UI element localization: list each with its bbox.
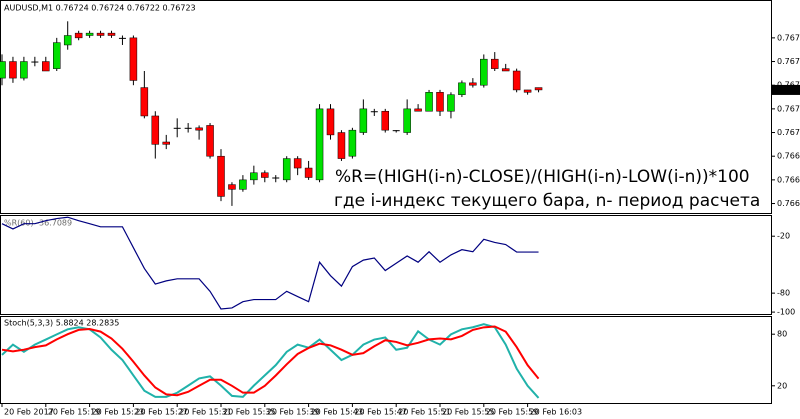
candle-body — [501, 68, 510, 72]
x-tick-label: 20 Feb 15:39 — [267, 408, 319, 417]
x-tick-label: 20 Feb 15:27 — [135, 408, 187, 417]
candle-body — [63, 35, 72, 46]
indicator-line — [1, 216, 539, 310]
chart-title: AUDUSD,M1 0.76724 0.76724 0.76722 0.7672… — [4, 4, 196, 13]
candle-body — [85, 32, 94, 36]
indicator-line — [1, 323, 540, 399]
candle-body — [414, 108, 422, 112]
candle-body — [9, 61, 17, 79]
x-tick-label: 20 Feb 15:51 — [398, 408, 450, 417]
candle-body — [447, 94, 455, 112]
candle-body — [217, 155, 225, 197]
candle-body — [512, 70, 521, 91]
candle-body — [129, 37, 138, 81]
candle-body — [107, 32, 116, 36]
y-tick-label: 0.76675 — [777, 199, 800, 208]
candle-body — [337, 132, 346, 159]
y-tick-label: 0.76715 — [777, 104, 800, 113]
candle-body — [31, 61, 39, 63]
x-tick-label: 20 Feb 15:19 — [48, 408, 100, 417]
x-tick-label: 20 Feb 15:47 — [354, 408, 406, 417]
candle-body — [392, 130, 400, 132]
candle-body — [0, 61, 6, 79]
candle-body — [293, 158, 302, 169]
x-tick-label: 20 Feb 15:31 — [179, 408, 231, 417]
candle-body — [96, 32, 105, 36]
candle-body — [195, 127, 203, 131]
candle-body — [480, 58, 488, 86]
panel-frame — [0, 215, 772, 315]
y-tick-label: 0.76735 — [777, 57, 800, 66]
candle-body — [173, 127, 181, 129]
candle-body — [458, 82, 466, 95]
x-tick-label: 20 Feb 15:35 — [223, 408, 275, 417]
candle-body — [74, 32, 83, 39]
y-tick-label: 80 — [777, 330, 787, 339]
candle-body — [42, 61, 50, 72]
candle-body — [370, 111, 378, 113]
candle-body — [118, 37, 126, 39]
candle-body — [20, 61, 28, 79]
y-tick-label: 20 — [777, 381, 787, 390]
candle-body — [162, 141, 170, 145]
candle-body — [359, 108, 368, 133]
candle-body — [425, 92, 433, 112]
candle-body — [53, 42, 61, 69]
candle-body — [261, 172, 269, 178]
y-tick-label: -20 — [777, 232, 790, 241]
candle-body — [315, 108, 324, 181]
y-tick-label: -100 — [777, 308, 795, 317]
candle-body — [304, 167, 313, 178]
annotation: %R=(HIGH(i-n)-CLOSE)/(HIGH(i-n)-LOW(i-n)… — [335, 167, 750, 187]
candle-body — [534, 87, 543, 91]
candle-body — [436, 92, 444, 112]
candle-body — [206, 125, 214, 157]
candle-body — [469, 82, 477, 86]
candle-body — [272, 177, 280, 179]
x-tick-label: 20 Feb 15:23 — [92, 408, 144, 417]
candle-body — [239, 179, 247, 190]
annotation: где i-индекс текущего бара, n- период ра… — [334, 191, 760, 211]
candle-body — [282, 158, 291, 181]
candle-body — [381, 110, 389, 131]
candle-body — [523, 89, 532, 93]
x-tick-label: 20 Feb 2017 — [4, 408, 54, 417]
candle-body — [250, 172, 258, 181]
x-tick-label: 20 Feb 15:59 — [486, 408, 538, 417]
candle-body — [491, 58, 499, 69]
candle-body — [140, 87, 149, 117]
candle-body — [151, 115, 160, 145]
price-label-box — [772, 84, 800, 95]
panel-frame — [0, 316, 772, 404]
y-tick-label: 0.76705 — [777, 128, 800, 137]
candle-body — [228, 184, 236, 190]
candle-body — [326, 108, 335, 136]
y-tick-label: -80 — [777, 289, 790, 298]
x-tick-label: 20 Feb 15:43 — [311, 408, 363, 417]
y-tick-label: 0.76695 — [777, 152, 800, 161]
candle-body — [184, 127, 192, 129]
x-tick-label: 20 Feb 15:55 — [442, 408, 494, 417]
price-label: 0.76723 — [774, 85, 800, 94]
candle-body — [403, 108, 411, 133]
x-tick-label: 20 Feb 16:03 — [530, 408, 582, 417]
panel-frame — [0, 0, 772, 214]
chart-title: Stoch(5,3,3) 5.8824 28.2835 — [4, 319, 119, 328]
y-tick-label: 0.76745 — [777, 33, 800, 42]
candle-body — [348, 129, 357, 157]
indicator-line — [1, 325, 540, 397]
y-tick-label: 0.76685 — [777, 175, 800, 184]
